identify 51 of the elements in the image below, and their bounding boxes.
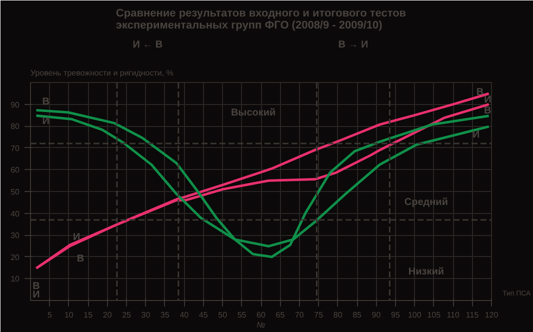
x-tick-label: 75	[314, 310, 324, 320]
y-tick-label: 40	[10, 209, 20, 218]
x-tick-label: 5	[47, 310, 52, 320]
y-tick-label: 80	[10, 122, 20, 132]
x-tick-label: 50	[218, 310, 228, 320]
annotation: Средний	[404, 196, 448, 208]
x-tick-label: 90	[372, 310, 382, 320]
annotation: И	[32, 290, 40, 301]
x-tick-label: 25	[122, 310, 132, 320]
x-tick-label: 55	[237, 310, 247, 320]
x-tick-label: 10	[64, 310, 74, 320]
annotation: И	[73, 232, 80, 243]
annotation: В	[476, 86, 484, 98]
annotation: В	[76, 254, 84, 265]
x-tick-label: 30	[141, 310, 151, 320]
annotation: Низкий	[408, 266, 444, 278]
x-tick-label: 80	[333, 310, 343, 320]
x-tick-label: 100	[408, 310, 422, 320]
y-tick-label: 60	[10, 166, 20, 175]
y-tick-label: 70	[10, 144, 20, 153]
x-tick-label: 110	[446, 310, 460, 320]
x-tick-label: 95	[391, 310, 400, 320]
x-axis-title: №	[256, 320, 266, 330]
x-tick-label: 35	[160, 310, 170, 320]
y-tick-label: 50	[10, 188, 20, 196]
y-tick-label: 30	[10, 231, 20, 240]
annotation: И	[484, 94, 492, 106]
x-tick-label: 20	[102, 310, 112, 320]
x-tick-label: 120	[484, 310, 499, 320]
annotation: Высокий	[230, 108, 276, 119]
x-tick-label: 60	[256, 310, 266, 320]
chart-title: Сравнение результатов входного и итогового тестов экспериментальных групп ФГО (2008/9 - 2009/10)	[116, 8, 406, 32]
text: И ← В	[132, 40, 163, 50]
y-tick-label: 20	[10, 252, 20, 262]
y-tick-label: 10	[10, 274, 20, 284]
annotation: В	[42, 96, 50, 108]
x-tick-label: 40	[180, 310, 190, 320]
text: В → И	[338, 40, 368, 50]
annotation: И	[472, 129, 480, 140]
text: Уровень тревожности и ригидности, %	[30, 68, 174, 78]
x-tick-label: 70	[294, 310, 304, 320]
x-tick-label: 15	[84, 310, 94, 320]
x-tick-label: 85	[352, 310, 362, 320]
annotation: В	[484, 105, 492, 116]
annotation: И	[42, 116, 50, 128]
x-tick-label: 115	[466, 310, 480, 320]
x-tick-label: 65	[276, 310, 286, 320]
x-tick-label: 105	[427, 310, 442, 320]
x-tick-label: 45	[198, 310, 208, 320]
annotation: В	[32, 280, 40, 292]
y-tick-label: 90	[10, 100, 20, 110]
